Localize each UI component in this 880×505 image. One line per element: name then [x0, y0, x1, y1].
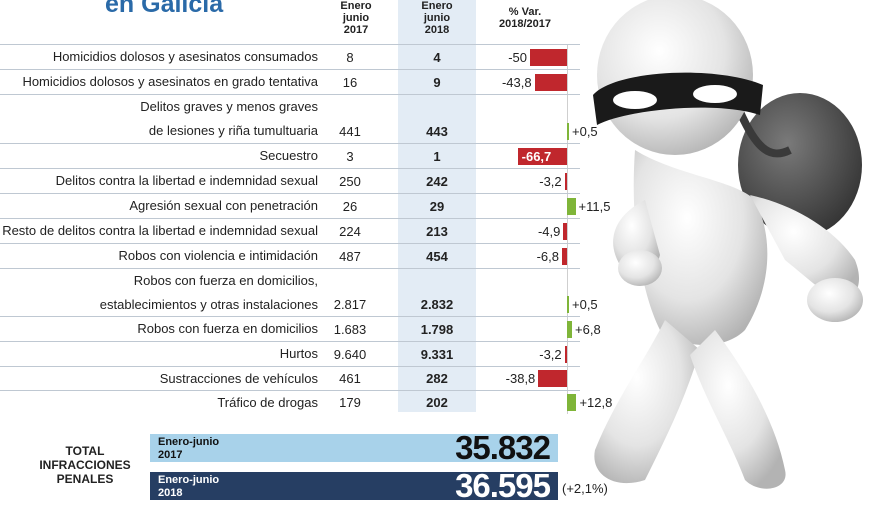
value-2018: 443 — [426, 124, 448, 139]
table-row: Robos con fuerza en domicilios, estableci… — [0, 268, 598, 317]
total-2018-bar: Enero-junio 2018 36.595 — [150, 467, 558, 504]
variation-label: +12,8 — [579, 395, 613, 410]
row-label: Agresión sexual con penetración — [129, 198, 318, 213]
value-2018: 2.832 — [420, 297, 454, 312]
variation-zero-axis — [567, 44, 568, 414]
page-title: en Galicia — [105, 0, 224, 18]
value-2017: 250 — [339, 174, 361, 189]
variation-bar — [563, 223, 567, 240]
total-2017-value: 35.832 — [455, 429, 551, 466]
row-label: Resto de delitos contra la libertad e in… — [2, 223, 318, 238]
variation-label: -3,2 — [539, 347, 562, 362]
row-label: Homicidios dolosos y asesinatos consumad… — [52, 49, 318, 64]
value-2017: 8 — [346, 50, 354, 65]
variation-bar — [567, 123, 569, 140]
total-variation: (+2,1%) — [562, 481, 608, 496]
row-label: Sustracciones de vehículos — [159, 371, 318, 386]
variation-bar — [564, 173, 567, 190]
value-2018: 1 — [433, 149, 441, 164]
value-2018: 213 — [426, 224, 448, 239]
value-2017: 16 — [342, 75, 358, 90]
table-row: Homicidios dolosos y asesinatos consumad… — [0, 44, 580, 70]
table-row: Resto de delitos contra la libertad e in… — [0, 218, 580, 244]
variation-label: -38,8 — [505, 371, 536, 386]
value-2017: 487 — [339, 249, 361, 264]
value-2017: 9.640 — [333, 347, 367, 362]
value-2018: 202 — [426, 395, 448, 410]
variation-label: -6,8 — [536, 249, 559, 264]
variation-bar — [564, 346, 567, 363]
value-2018: 4 — [433, 50, 441, 65]
row-label: Delitos graves y menos graves de lesiones… — [140, 99, 318, 138]
header-2018: Enero junio 2018 — [421, 0, 453, 36]
variation-bar — [538, 370, 567, 387]
value-2017: 2.817 — [333, 297, 367, 312]
variation-label: +0,5 — [572, 297, 598, 312]
variation-label: -50 — [508, 50, 527, 65]
table-row: Sustracciones de vehículos 461 282 -38,8 — [0, 366, 580, 391]
total-2017-bar: Enero-junio 2017 35.832 — [150, 429, 558, 466]
header-2017: Enero junio 2017 — [340, 0, 372, 36]
row-label: Hurtos — [279, 346, 318, 361]
variation-label: +0,5 — [572, 124, 598, 139]
table-row: Robos con violencia e intimidación 487 454… — [0, 243, 580, 269]
variation-bar — [567, 296, 569, 313]
row-label: Robos con violencia e intimidación — [118, 248, 318, 263]
row-label: Robos con fuerza en domicilios, estableci… — [99, 273, 318, 312]
value-2018: 1.798 — [420, 322, 454, 337]
variation-bar — [561, 248, 567, 265]
row-label: Homicidios dolosos y asesinatos en grado… — [22, 74, 318, 89]
variation-bar — [530, 49, 567, 66]
variation-bar — [567, 394, 577, 411]
table-row: Delitos contra la libertad e indemnidad … — [0, 168, 580, 194]
variation-label: -4,9 — [537, 224, 561, 239]
variation-label: -43,8 — [501, 75, 532, 90]
value-2018: 29 — [429, 199, 445, 214]
row-label: Robos con fuerza en domicilios — [137, 321, 318, 336]
table-row: Hurtos 9.640 9.331 -3,2 — [0, 341, 580, 367]
variation-label: +6,8 — [575, 322, 601, 337]
value-2017: 26 — [342, 199, 358, 214]
table-row: Homicidios dolosos y asesinatos en grado… — [0, 69, 580, 95]
value-2017: 224 — [339, 224, 361, 239]
value-2017: 461 — [339, 371, 361, 386]
column-2018-highlight — [398, 0, 476, 412]
variation-label: -66,7 — [517, 148, 556, 165]
header-variation: % Var. 2018/2017 — [499, 6, 551, 30]
value-2018: 242 — [426, 174, 448, 189]
total-2017-period: Enero-junio 2017 — [158, 436, 220, 461]
table-row: Delitos graves y menos graves de lesiones… — [0, 94, 598, 144]
table-row: Agresión sexual con penetración 26 29 +11,5 — [0, 193, 610, 219]
variation-label: -3,2 — [539, 174, 562, 189]
body-icon — [633, 150, 768, 345]
table-row: Tráfico de drogas 179 202 +12,8 — [0, 390, 612, 415]
variation-label: +11,5 — [578, 199, 611, 214]
value-2017: 3 — [346, 149, 354, 164]
row-label: Delitos contra la libertad e indemnidad … — [55, 173, 318, 188]
value-2018: 9 — [433, 75, 441, 90]
total-2018-period: Enero-junio 2018 — [158, 474, 220, 499]
total-2018-value: 36.595 — [455, 467, 551, 504]
value-2017: 179 — [339, 395, 361, 410]
value-2018: 454 — [426, 249, 448, 264]
total-label: TOTAL INFRACCIONES PENALES — [39, 444, 131, 486]
table-row: Secuestro 3 1 -66,7 — [0, 143, 580, 169]
variation-bar — [534, 74, 567, 91]
right-arm-icon — [750, 195, 860, 300]
value-2018: 282 — [426, 371, 448, 386]
table-row: Robos con fuerza en domicilios 1.683 1.798… — [0, 316, 601, 342]
value-2017: 1.683 — [333, 322, 367, 337]
row-label: Secuestro — [259, 148, 318, 163]
thief-figure-illustration — [593, 0, 863, 489]
left-leg-icon — [594, 320, 700, 484]
right-leg-icon — [690, 330, 786, 489]
row-label: Tráfico de drogas — [217, 395, 318, 410]
value-2017: 441 — [339, 124, 361, 139]
value-2018: 9.331 — [420, 347, 454, 362]
variation-bar — [567, 321, 573, 338]
variation-bar — [567, 198, 576, 215]
